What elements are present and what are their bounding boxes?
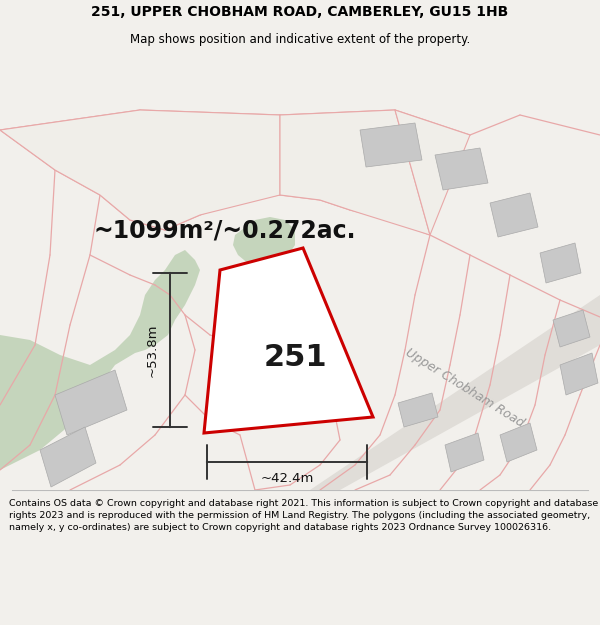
Polygon shape <box>553 310 590 347</box>
Polygon shape <box>540 243 581 283</box>
Text: Map shows position and indicative extent of the property.: Map shows position and indicative extent… <box>130 33 470 46</box>
Text: Upper Chobham Road: Upper Chobham Road <box>403 346 527 430</box>
Text: ~42.4m: ~42.4m <box>260 472 314 486</box>
Text: ~53.8m: ~53.8m <box>146 323 158 377</box>
Polygon shape <box>490 193 538 237</box>
Polygon shape <box>40 427 96 487</box>
Polygon shape <box>500 423 537 462</box>
Polygon shape <box>360 123 422 167</box>
Text: ~1099m²/~0.272ac.: ~1099m²/~0.272ac. <box>94 218 356 242</box>
Polygon shape <box>55 370 127 435</box>
Polygon shape <box>445 433 484 472</box>
Polygon shape <box>398 393 438 427</box>
Polygon shape <box>395 110 470 235</box>
Text: 251, UPPER CHOBHAM ROAD, CAMBERLEY, GU15 1HB: 251, UPPER CHOBHAM ROAD, CAMBERLEY, GU15… <box>91 5 509 19</box>
Text: 251: 251 <box>263 342 327 371</box>
Polygon shape <box>560 353 598 395</box>
Polygon shape <box>435 148 488 190</box>
Polygon shape <box>204 248 373 433</box>
Polygon shape <box>280 110 430 235</box>
Polygon shape <box>310 295 600 490</box>
Polygon shape <box>0 110 200 470</box>
Text: Contains OS data © Crown copyright and database right 2021. This information is : Contains OS data © Crown copyright and d… <box>9 499 598 532</box>
Polygon shape <box>0 110 280 230</box>
Polygon shape <box>233 217 295 267</box>
